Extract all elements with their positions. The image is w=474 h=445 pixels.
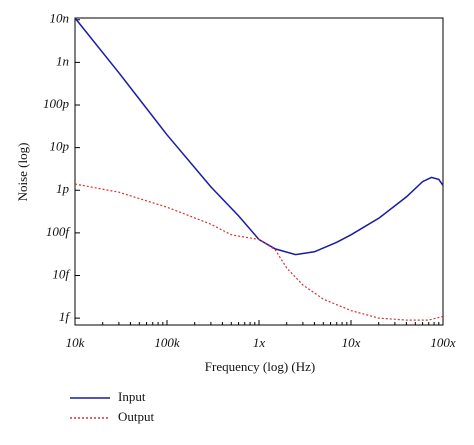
series-line bbox=[74, 17, 444, 256]
plot-frame bbox=[74, 17, 444, 326]
x-tick-label: 100k bbox=[154, 335, 180, 350]
y-tick-label: 10n bbox=[50, 11, 70, 26]
y-tick-label: 10f bbox=[52, 266, 71, 281]
x-tick-label: 10k bbox=[66, 335, 85, 350]
x-tick-label: 100x bbox=[430, 335, 456, 350]
y-tick-label: 1n bbox=[56, 53, 69, 68]
y-tick-label: 1p bbox=[56, 181, 70, 196]
legend-label: Input bbox=[118, 389, 146, 404]
y-tick-label: 100f bbox=[46, 224, 72, 239]
x-tick-label: 10x bbox=[342, 335, 361, 350]
y-axis-label: Noise (log) bbox=[15, 143, 30, 202]
x-axis-label: Frequency (log) (Hz) bbox=[205, 359, 315, 374]
series-line bbox=[74, 183, 444, 321]
legend-label: Output bbox=[118, 409, 155, 424]
y-tick-label: 100p bbox=[43, 96, 70, 111]
y-tick-label: 1f bbox=[59, 309, 72, 324]
x-tick-label: 1x bbox=[253, 335, 266, 350]
y-tick-label: 10p bbox=[50, 139, 70, 154]
